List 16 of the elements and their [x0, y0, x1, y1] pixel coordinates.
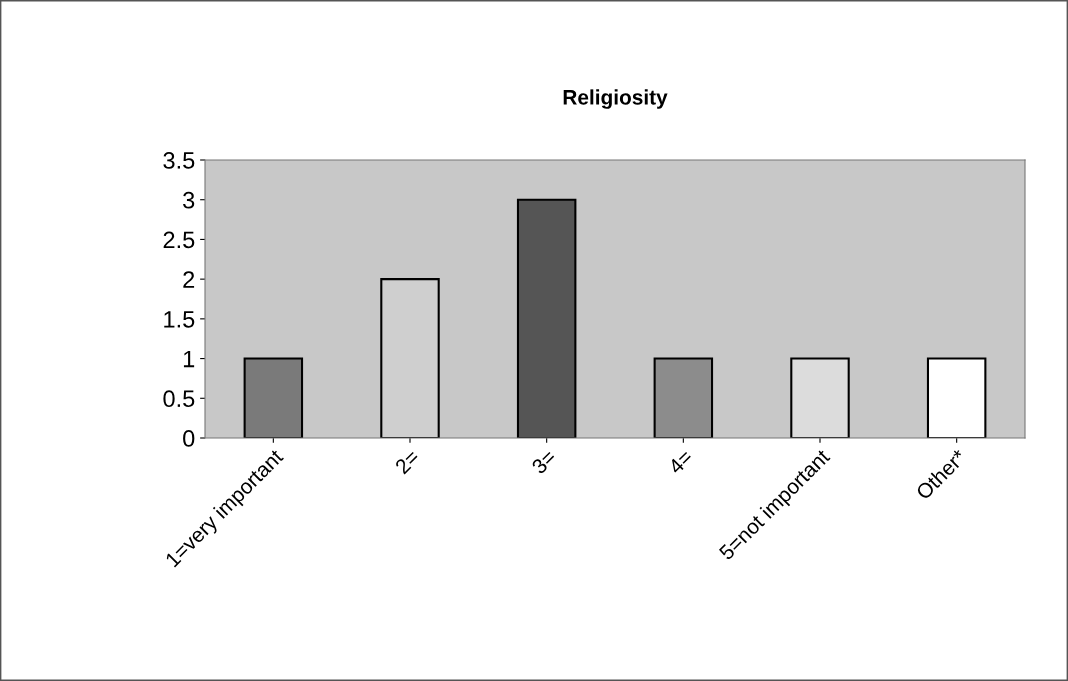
x-tick-label: 3= [530, 448, 557, 475]
x-tick-label: 4= [667, 448, 694, 475]
bar [516, 198, 577, 438]
chart-title: Religiosity [563, 89, 668, 109]
x-tick-label: 2= [394, 448, 420, 475]
y-tick-label: 1.5 [164, 311, 195, 328]
bar [790, 357, 850, 438]
bar [653, 357, 714, 438]
y-tick-label: 1 [183, 350, 195, 368]
bar [926, 357, 987, 438]
y-tick-label: 2 [183, 271, 195, 288]
y-tick-label: 0 [183, 430, 195, 447]
y-tick-label: 3.5 [163, 152, 195, 169]
y-tick-label: 2.5 [163, 231, 195, 249]
y-tick-label: 3 [183, 191, 195, 209]
y-tick-label: 0.5 [163, 390, 195, 408]
